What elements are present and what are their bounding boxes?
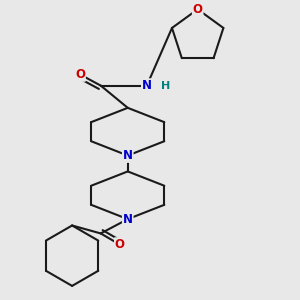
- Text: O: O: [115, 238, 125, 251]
- Text: O: O: [75, 68, 85, 81]
- Text: H: H: [161, 81, 170, 91]
- Text: O: O: [193, 3, 203, 16]
- Text: N: N: [123, 149, 133, 162]
- Text: N: N: [142, 79, 152, 92]
- Text: N: N: [123, 213, 133, 226]
